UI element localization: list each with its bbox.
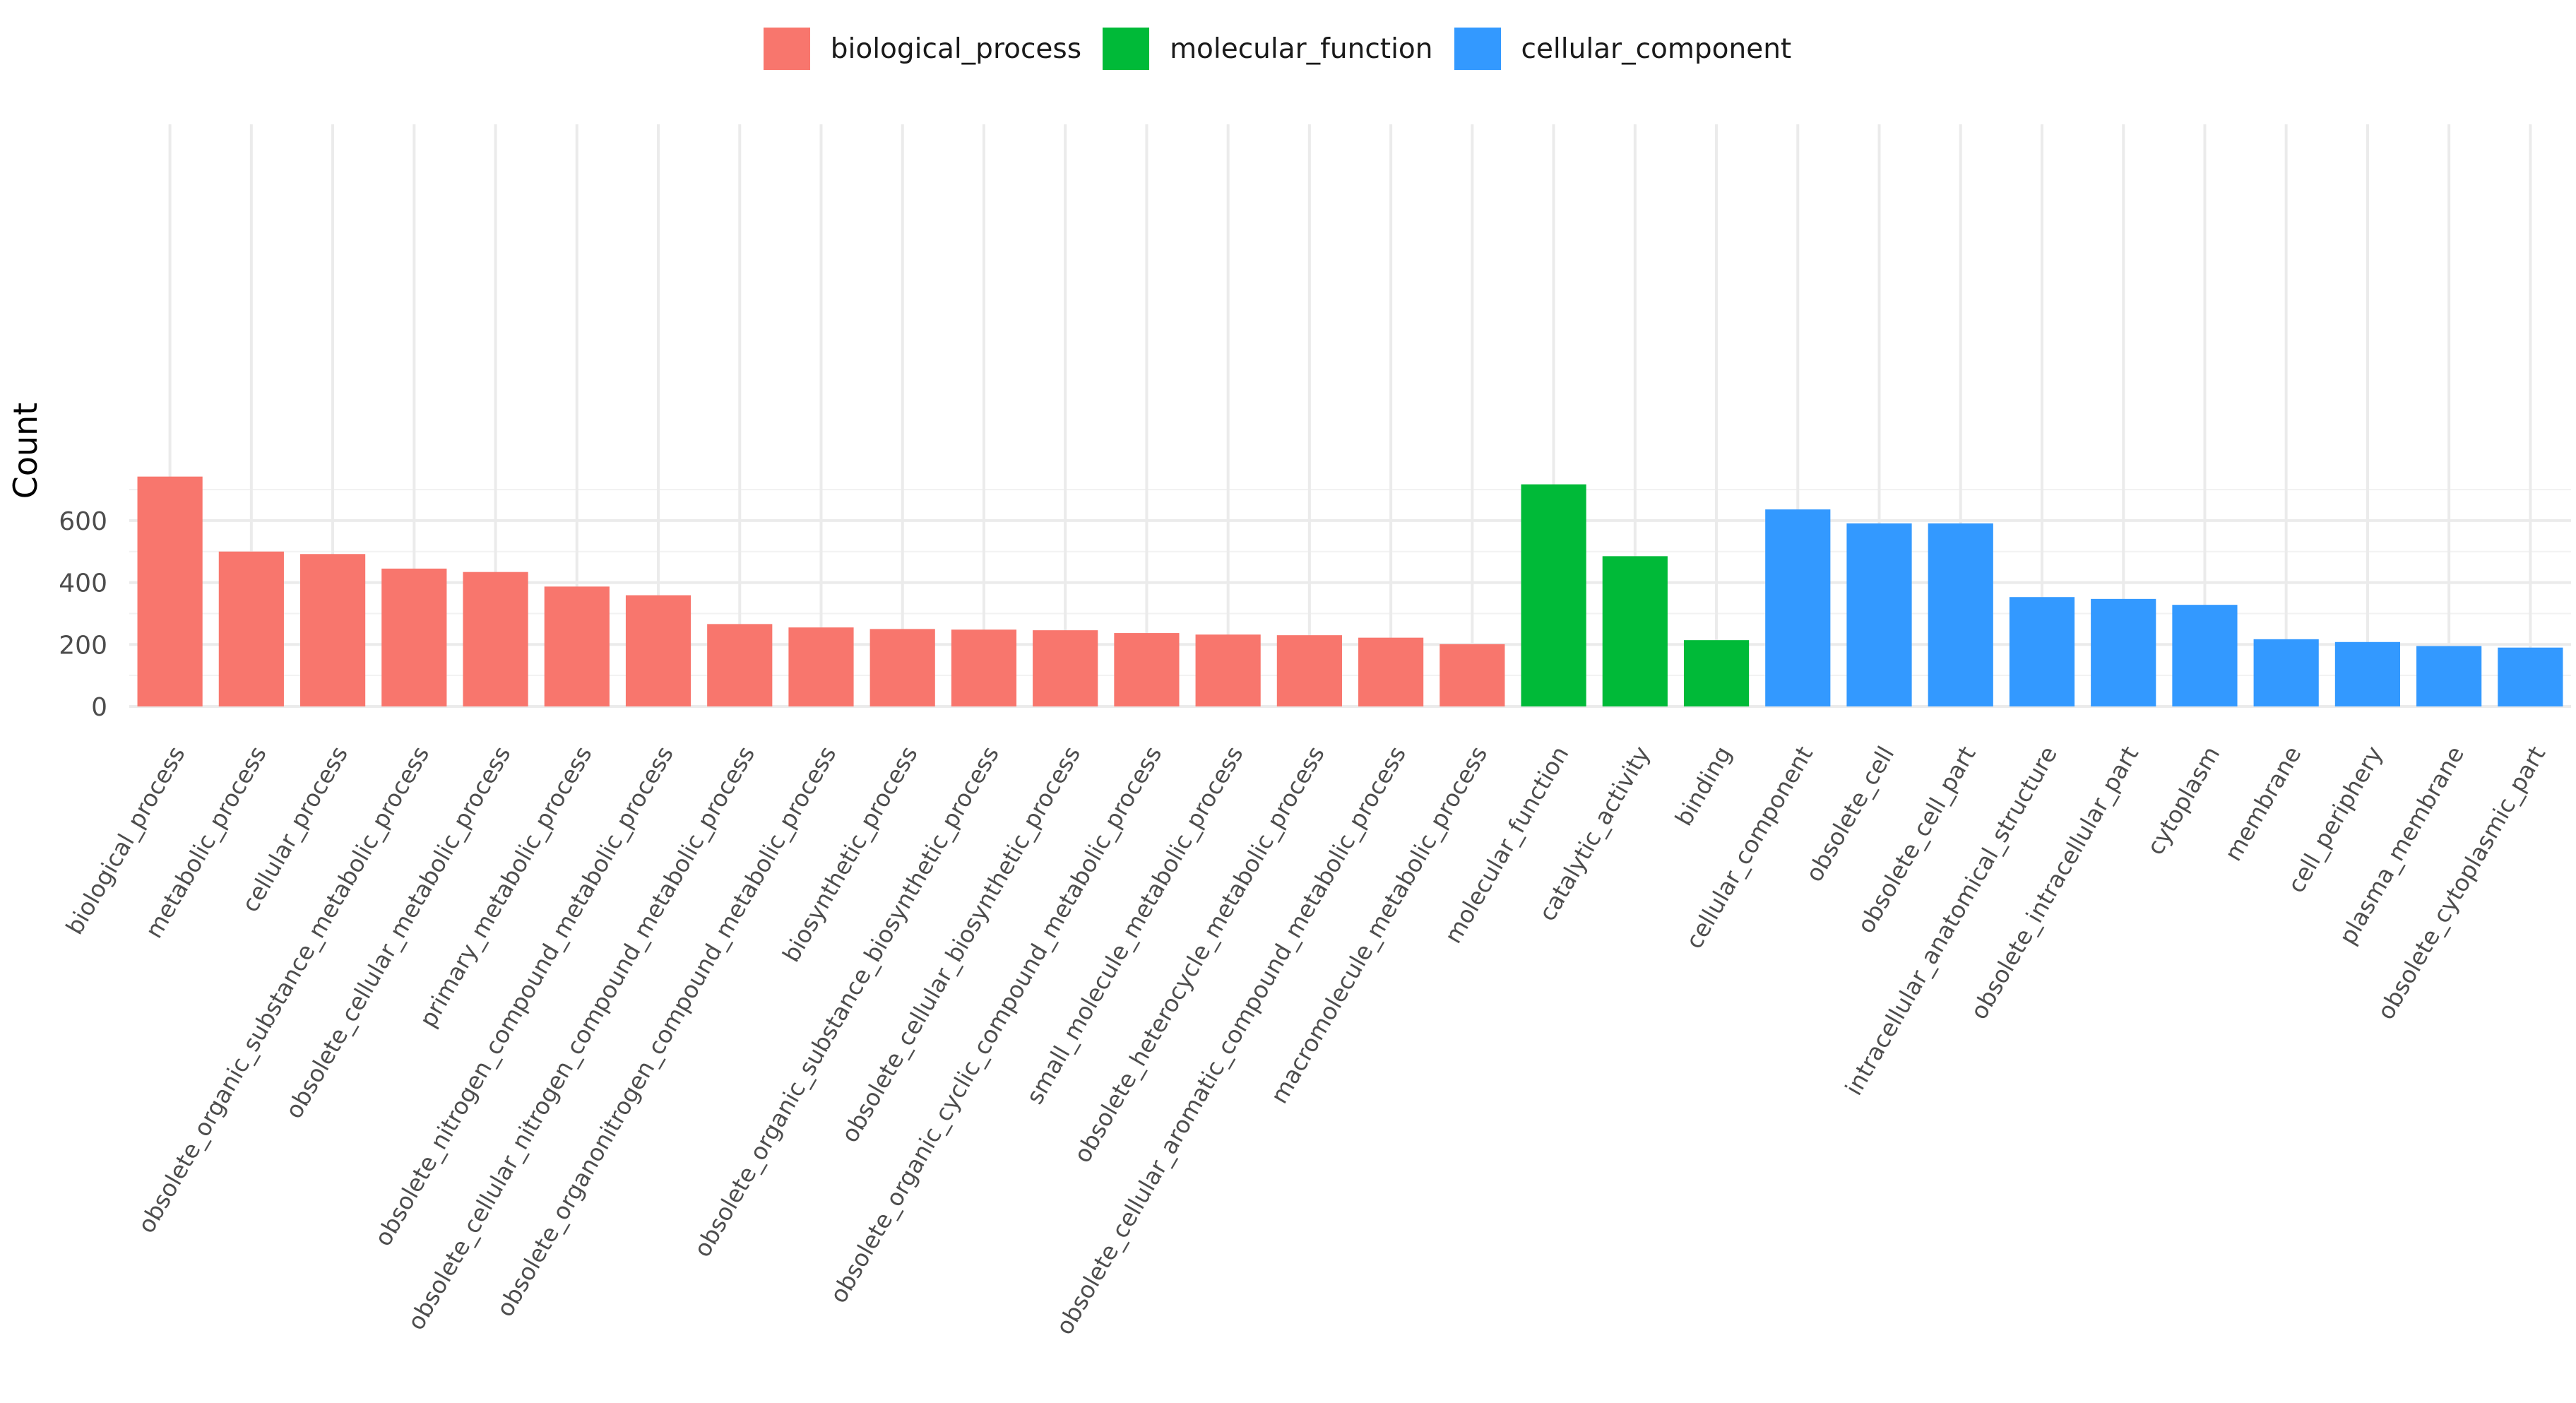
bar-metabolic-process bbox=[218, 551, 284, 706]
bar-membrane bbox=[2253, 639, 2319, 706]
y-axis-title: Count bbox=[6, 403, 44, 499]
bar-obsolete-cellular-nitrogen-compound-metabolic-process bbox=[707, 624, 773, 706]
bar-obsolete-cellular-aromatic-compound-metabolic-process bbox=[1358, 637, 1424, 706]
x-tick-label: obsolete_intracellular_part bbox=[1965, 741, 2144, 1024]
x-tick-label: obsolete_nitrogen_compound_metabolic_pro… bbox=[369, 742, 679, 1251]
bar-biosynthetic-process bbox=[869, 629, 935, 706]
bar-molecular-function bbox=[1521, 484, 1586, 706]
bar-primary-metabolic-process bbox=[544, 586, 610, 706]
legend-swatch bbox=[1454, 28, 1501, 70]
legend-label: molecular_function bbox=[1170, 32, 1433, 65]
bar-obsolete-heterocycle-metabolic-process bbox=[1276, 635, 1342, 706]
legend-swatch bbox=[763, 28, 810, 70]
legend-item-biological-process: biological_process bbox=[763, 28, 1082, 70]
bar-obsolete-cell-part bbox=[1928, 523, 1993, 706]
bar-obsolete-organonitrogen-compound-metabolic-process bbox=[788, 627, 854, 706]
legend-swatch bbox=[1103, 28, 1150, 70]
x-tick-label: cytoplasm bbox=[2141, 742, 2225, 860]
bar-obsolete-organic-cyclic-compound-metabolic-process bbox=[1114, 633, 1180, 706]
bar-cytoplasm bbox=[2172, 605, 2238, 706]
bar-macromolecule-metabolic-process bbox=[1440, 644, 1505, 706]
bar-catalytic-activity bbox=[1602, 556, 1668, 706]
legend-label: cellular_component bbox=[1521, 32, 1792, 65]
bar-plasma-membrane bbox=[2416, 646, 2482, 706]
legend: biological_process molecular_function cell… bbox=[0, 24, 2576, 73]
x-tick-label: primary_metabolic_process bbox=[414, 742, 598, 1032]
y-tick-label: 0 bbox=[91, 693, 107, 722]
bar-biological-process bbox=[137, 476, 203, 706]
bar-cellular-process bbox=[299, 554, 366, 706]
y-tick-label: 400 bbox=[59, 569, 107, 598]
x-tick-label: obsolete_cell bbox=[1800, 742, 1899, 887]
x-tick-label: binding bbox=[1670, 742, 1737, 831]
bar-binding bbox=[1683, 640, 1750, 706]
bar-obsolete-nitrogen-compound-metabolic-process bbox=[625, 595, 692, 706]
x-tick-label: membrane bbox=[2219, 742, 2307, 866]
y-tick-label: 600 bbox=[59, 507, 107, 536]
x-tick-label: obsolete_organic_substance_biosynthetic_… bbox=[688, 742, 1004, 1262]
bar-obsolete-intracellular-part bbox=[2091, 598, 2156, 706]
bar-obsolete-cytoplasmic-part bbox=[2498, 647, 2563, 706]
x-tick-label: obsolete_cytoplasmic_part bbox=[2372, 741, 2551, 1024]
bar-intracellular-anatomical-structure bbox=[2009, 597, 2075, 706]
bar-obsolete-cellular-biosynthetic-process bbox=[1033, 630, 1098, 706]
bar-cell-periphery bbox=[2334, 641, 2401, 706]
bar-obsolete-organic-substance-biosynthetic-process bbox=[951, 629, 1017, 706]
x-tick-label: obsolete_organic_substance_metabolic_pro… bbox=[132, 742, 434, 1238]
legend-item-cellular-component: cellular_component bbox=[1454, 28, 1792, 70]
bar-obsolete-cellular-metabolic-process bbox=[463, 572, 528, 706]
legend-item-molecular-function: molecular_function bbox=[1103, 28, 1433, 70]
legend-label: biological_process bbox=[830, 32, 1082, 65]
bar-small-molecule-metabolic-process bbox=[1195, 634, 1261, 706]
bar-obsolete-organic-substance-metabolic-process bbox=[381, 568, 447, 706]
y-tick-label: 200 bbox=[59, 631, 107, 660]
bar-cellular-component bbox=[1765, 509, 1831, 706]
bar-obsolete-cell bbox=[1846, 523, 1912, 706]
